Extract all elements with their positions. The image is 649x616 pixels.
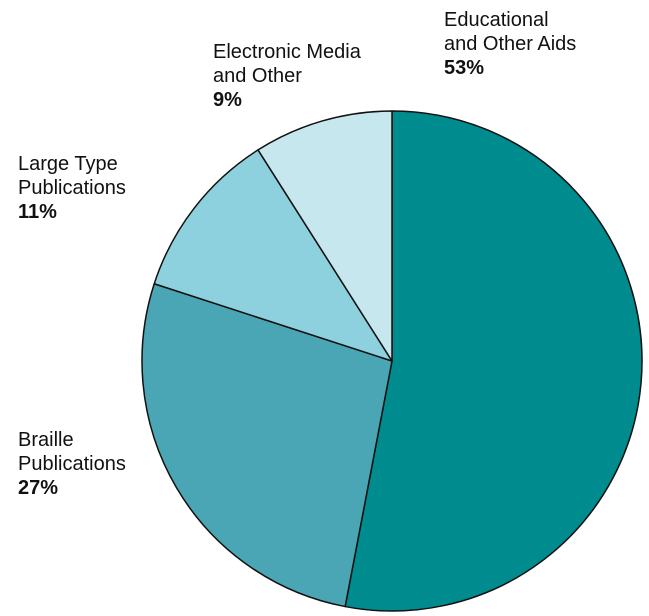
slice-percent: 11% [18, 201, 57, 223]
slice-label-educational: Educational and Other Aids 53% [444, 8, 576, 80]
slice-large-type [153, 149, 393, 362]
slice-educational [344, 110, 643, 612]
slice-name: Large Type Publications [18, 153, 126, 199]
slice-electronic-media [257, 110, 393, 362]
slice-label-electronic-media: Electronic Media and Other 9% [213, 40, 361, 112]
slice-label-braille: Braille Publications 27% [18, 428, 126, 500]
slice-label-large-type: Large Type Publications 11% [18, 152, 126, 224]
slice-percent: 9% [213, 89, 242, 111]
slice-braille [141, 282, 393, 608]
slice-name: Braille Publications [18, 429, 126, 475]
slice-percent: 27% [18, 477, 59, 499]
slice-name: Electronic Media and Other [213, 41, 361, 87]
slice-percent: 53% [444, 57, 485, 79]
slice-name: Educational and Other Aids [444, 9, 577, 55]
